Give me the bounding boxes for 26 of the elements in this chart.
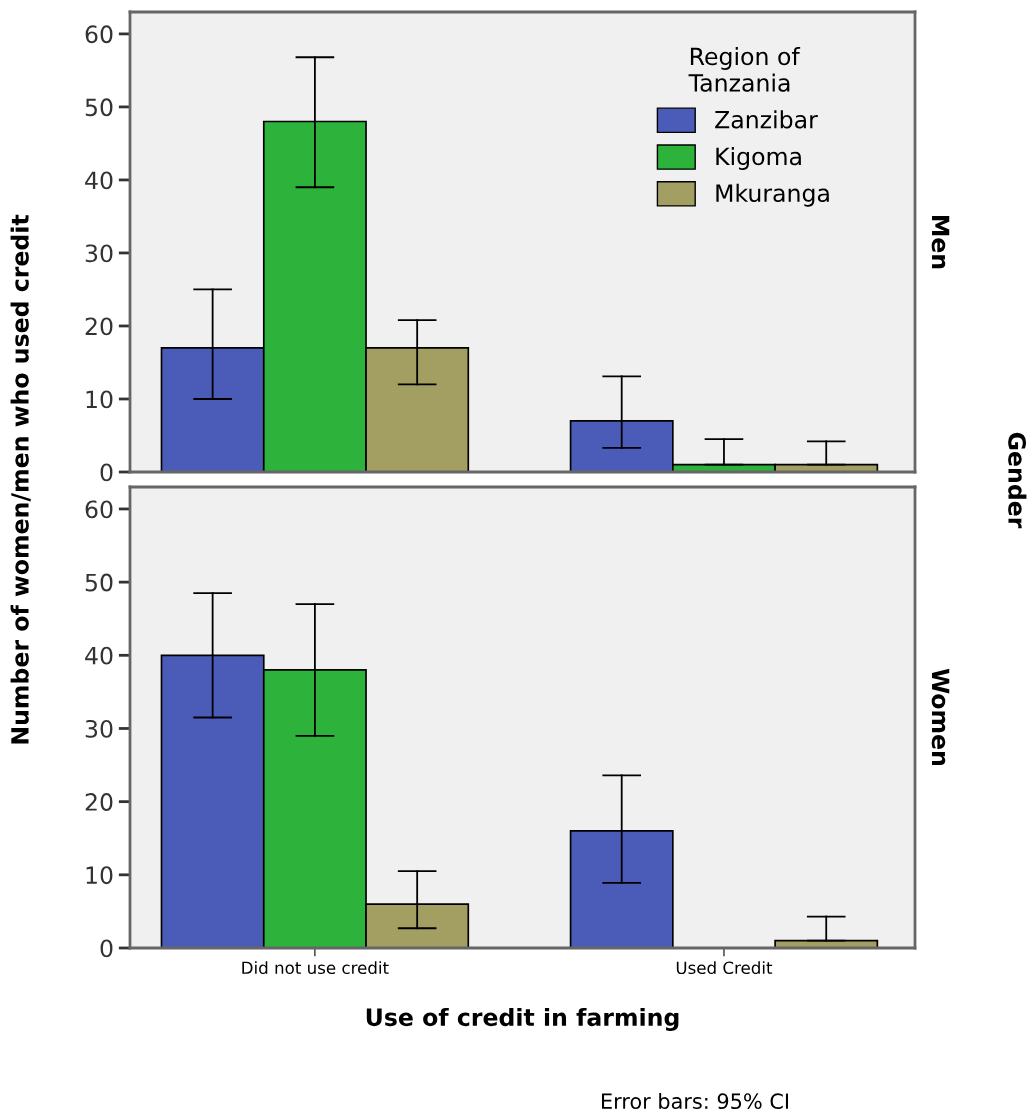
legend-label: Mkuranga: [716, 183, 829, 207]
y-tick-label: 60: [85, 500, 113, 519]
y-tick-label: 30: [85, 244, 113, 263]
y-tick-label: 30: [85, 719, 113, 738]
y-tick-label: 50: [85, 573, 113, 592]
x-tick-label: Did not use credit: [242, 961, 389, 975]
y2-axis-title: Men: [931, 216, 950, 269]
y-tick-label: 0: [100, 939, 113, 958]
y-tick-label: 40: [85, 171, 113, 190]
y-tick-label: 60: [85, 25, 113, 44]
text: Error bars: 95% CI: [602, 1092, 788, 1110]
legend-title: Region of Tanzania: [688, 47, 801, 92]
legend-label: Zanzibar: [715, 110, 818, 129]
y-tick-label: 10: [86, 866, 113, 885]
text: Gender: [1008, 432, 1027, 529]
legend-label: Kigoma: [716, 147, 801, 170]
y-tick-label: 50: [85, 98, 113, 117]
y-axis-title: Number of women/men who used credit: [10, 214, 31, 744]
y2-axis-title: Women: [931, 668, 950, 766]
x-tick-label: Used Credit: [676, 961, 773, 975]
y-tick-label: 0: [100, 463, 113, 482]
x-axis-title: Use of credit in farming: [366, 1007, 679, 1031]
y-tick-label: 40: [85, 646, 113, 665]
y-tick-label: 10: [86, 390, 113, 409]
y-tick-label: 20: [85, 317, 113, 336]
y-tick-label: 20: [85, 793, 113, 811]
